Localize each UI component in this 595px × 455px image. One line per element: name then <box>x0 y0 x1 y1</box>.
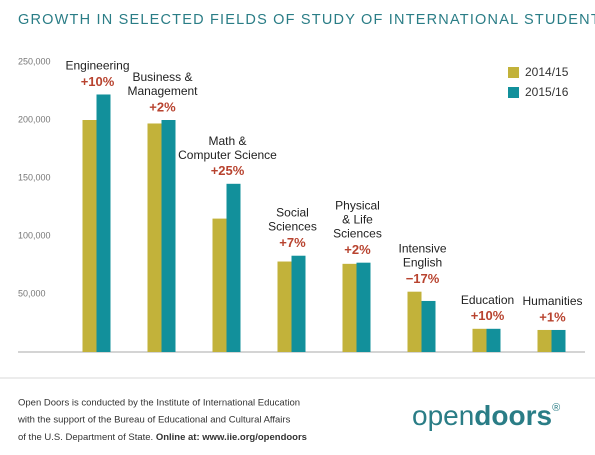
category-line: & Life <box>342 213 373 227</box>
change-label: −17% <box>406 271 440 286</box>
bar <box>537 329 552 352</box>
legend-swatch <box>508 67 519 78</box>
bar <box>82 120 97 352</box>
bar <box>551 329 566 352</box>
category-line: English <box>403 256 442 270</box>
category-line: Engineering <box>65 59 129 73</box>
change-label: +2% <box>344 242 371 257</box>
category-line: Physical <box>335 199 380 213</box>
bar <box>356 262 371 352</box>
y-tick-label: 100,000 <box>18 230 51 240</box>
category-label: Business & Management <box>127 70 198 98</box>
category-line: Math & <box>208 134 246 148</box>
category-line: Social <box>276 206 309 220</box>
footer-text: of the U.S. Department of State. <box>18 432 153 443</box>
category-line: Intensive <box>398 242 446 256</box>
bar <box>342 263 357 352</box>
y-tick-label: 150,000 <box>18 172 51 182</box>
category-label: Math & Computer Science <box>178 134 277 162</box>
y-tick-label: 200,000 <box>18 114 51 124</box>
bar <box>486 328 501 352</box>
legend-label: 2014/15 <box>525 65 569 79</box>
category-line: Sciences <box>333 227 382 241</box>
logo-bold: doors <box>474 400 552 431</box>
bar <box>212 218 227 352</box>
change-label: +2% <box>149 99 176 114</box>
category-label: Education <box>461 293 514 307</box>
bar <box>277 261 292 352</box>
change-label: +25% <box>211 163 245 178</box>
bar <box>407 291 422 352</box>
category-label: Humanities <box>522 294 582 308</box>
y-tick-label: 50,000 <box>18 288 46 298</box>
category-line: Management <box>127 84 198 98</box>
bar <box>147 123 162 352</box>
category-line: Education <box>461 293 514 307</box>
logo-mark: ® <box>552 402 560 414</box>
footer-line: with the support of the Bureau of Educat… <box>17 415 291 426</box>
legend-swatch <box>508 87 519 98</box>
bar <box>421 300 436 352</box>
chart-title: GROWTH IN SELECTED FIELDS OF STUDY OF IN… <box>18 12 595 28</box>
category-label: Social Sciences <box>268 206 317 234</box>
bar <box>226 183 241 352</box>
footer-line: of the U.S. Department of State. Online … <box>18 432 307 443</box>
category-label: Engineering <box>65 59 129 73</box>
legend-label: 2015/16 <box>525 85 569 99</box>
category-label: Physical & Life Sciences <box>333 199 382 241</box>
bar <box>472 328 487 352</box>
change-label: +10% <box>81 74 115 89</box>
y-tick-label: 250,000 <box>18 56 51 66</box>
change-label: +1% <box>539 309 566 324</box>
category-line: Humanities <box>522 294 582 308</box>
category-line: Computer Science <box>178 148 277 162</box>
logo: opendoors® <box>412 400 560 431</box>
change-label: +10% <box>471 308 505 323</box>
bar <box>161 120 176 352</box>
category-line: Sciences <box>268 220 317 234</box>
bar <box>96 94 111 352</box>
bar <box>291 255 306 352</box>
footer-link: Online at: www.iie.org/opendoors <box>156 432 307 443</box>
change-label: +7% <box>279 235 306 250</box>
category-line: Business & <box>132 70 192 84</box>
footer-line: Open Doors is conducted by the Institute… <box>18 398 300 409</box>
logo-light: open <box>412 400 474 431</box>
category-label: Intensive English <box>398 242 446 270</box>
